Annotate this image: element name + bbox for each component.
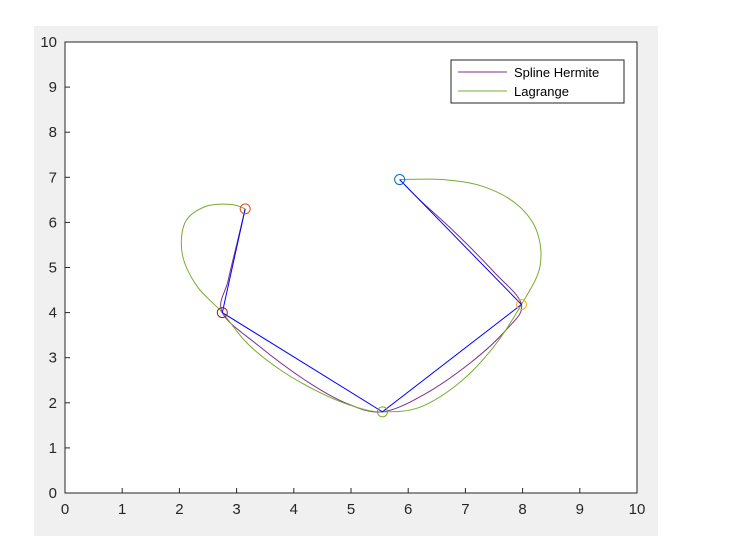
data-point-marker	[376, 406, 388, 418]
x-tick-label: 5	[347, 501, 355, 518]
x-tick-label: 8	[518, 501, 526, 518]
x-tick-label: 4	[290, 501, 298, 518]
series-line-polygon	[221, 179, 523, 413]
legend: Spline Hermite Lagrange	[450, 59, 625, 104]
y-tick-label: 2	[49, 395, 57, 412]
y-tick-label: 7	[49, 169, 57, 186]
x-tick-label: 7	[461, 501, 469, 518]
y-tick-label: 5	[49, 260, 57, 277]
series-layer	[180, 178, 542, 413]
y-axis-ticks: 0 1 2 3 4 5 6 7 8 9 10	[40, 34, 70, 502]
x-tick-label: 3	[232, 501, 240, 518]
y-tick-label: 4	[49, 305, 57, 322]
x-tick-label: 9	[576, 501, 584, 518]
data-point-marker	[515, 298, 527, 310]
data-point-marker	[216, 307, 228, 319]
series-line-lagrange	[180, 178, 542, 413]
axes-background	[65, 42, 637, 493]
y-tick-label: 0	[49, 485, 57, 502]
y-tick-label: 1	[49, 440, 57, 457]
y-tick-label: 10	[40, 34, 57, 51]
legend-label-lagrange: Lagrange	[514, 84, 569, 99]
x-tick-label: 10	[629, 501, 646, 518]
data-point-marker	[239, 203, 251, 215]
series-line-spline-hermite	[220, 179, 523, 413]
y-tick-label: 6	[49, 214, 57, 231]
x-tick-label: 2	[175, 501, 183, 518]
x-tick-label: 6	[404, 501, 412, 518]
x-tick-label: 0	[61, 501, 69, 518]
data-point-marker	[394, 174, 406, 186]
axes: 0 1 2 3 4 5 6 7 8 9 10 0 1 2 3 4 5 6 7 8 9 10	[40, 34, 645, 518]
x-tick-label: 1	[118, 501, 126, 518]
x-axis-ticks: 0 1 2 3 4 5 6 7 8 9 10	[61, 488, 646, 518]
y-tick-label: 3	[49, 350, 57, 367]
y-tick-label: 8	[49, 124, 57, 141]
markers-layer	[216, 174, 527, 418]
y-tick-label: 9	[49, 79, 57, 96]
legend-box	[450, 59, 625, 104]
legend-label-spline-hermite: Spline Hermite	[514, 65, 599, 80]
